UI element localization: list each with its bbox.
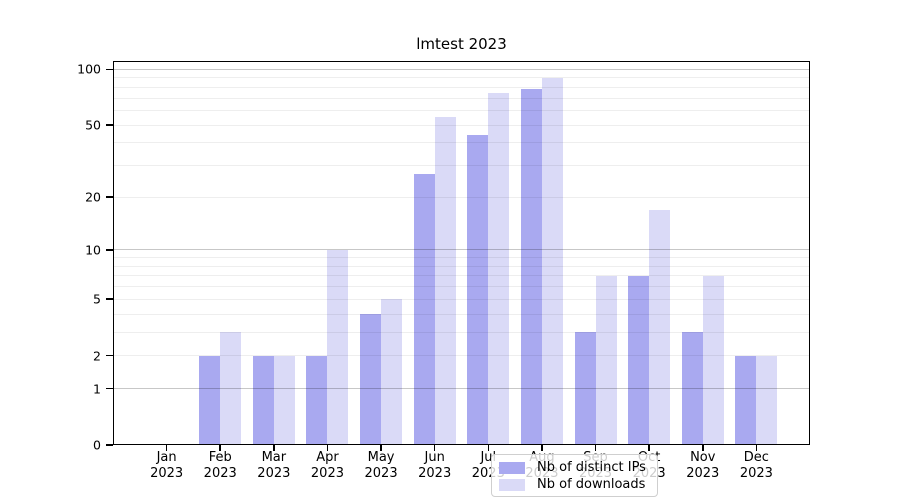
bar-downloads-may	[381, 299, 403, 445]
bar-downloads-jun	[434, 117, 456, 445]
x-tick-mark-jun	[433, 445, 436, 451]
x-tick-mark-sep	[594, 445, 597, 451]
x-tick-mark-aug	[541, 445, 543, 451]
bar-distinct-ips-jul	[467, 135, 489, 445]
y-tick-label-100: 100	[77, 61, 101, 77]
bar-downloads-jul	[488, 92, 510, 445]
x-tick-label-jan: Jan 2023	[150, 450, 184, 481]
x-tick-label-mar: Mar 2023	[257, 450, 291, 481]
bar-distinct-ips-may	[360, 314, 382, 445]
x-tick-mark-mar	[273, 445, 275, 451]
x-tick-label-may: May 2023	[364, 450, 398, 481]
legend-swatch-downloads	[499, 478, 525, 491]
y-axis-labels: 0 1 2 5 10 20 50 100	[0, 61, 101, 452]
y-tick-mark-0	[106, 444, 113, 446]
bar-distinct-ips-oct	[628, 275, 650, 445]
y-tick-mark-5	[106, 298, 113, 300]
bar-downloads-mar	[273, 355, 295, 445]
legend-label-downloads: Nb of downloads	[537, 477, 646, 492]
bar-downloads-aug	[541, 77, 563, 445]
x-tick-label-nov: Nov 2023	[686, 450, 720, 481]
bar-distinct-ips-sep	[574, 332, 596, 445]
x-tick-label-dec: Dec 2023	[739, 450, 773, 481]
x-tick-label-apr: Apr 2023	[310, 450, 344, 481]
y-tick-mark-1	[106, 387, 113, 390]
chart-title: lmtest 2023	[416, 35, 507, 53]
y-tick-mark-20	[106, 196, 113, 198]
plot-area: Nb of distinct IPs Nb of downloads	[113, 61, 810, 497]
y-tick-label-0: 0	[93, 437, 101, 453]
bar-distinct-ips-mar	[252, 355, 274, 445]
y-tick-label-10: 10	[85, 242, 101, 258]
x-tick-mark-may	[380, 445, 382, 451]
bars-layer	[113, 61, 810, 445]
y-tick-mark-2	[106, 354, 113, 357]
legend: Nb of distinct IPs Nb of downloads	[491, 454, 658, 497]
bar-distinct-ips-jun	[413, 173, 435, 445]
bar-distinct-ips-feb	[199, 355, 221, 445]
y-tick-mark-50	[106, 124, 113, 126]
y-tick-label-20: 20	[85, 189, 101, 205]
x-tick-mark-jan	[165, 445, 168, 451]
bar-distinct-ips-apr	[306, 355, 328, 445]
y-tick-mark-100	[106, 68, 113, 71]
bar-downloads-feb	[220, 332, 242, 445]
x-tick-mark-jul	[487, 445, 490, 451]
y-tick-label-2: 2	[93, 348, 101, 364]
x-tick-label-jun: Jun 2023	[418, 450, 452, 481]
x-tick-mark-nov	[702, 445, 704, 451]
bar-distinct-ips-nov	[681, 332, 703, 445]
bar-downloads-dec	[756, 355, 778, 445]
bar-distinct-ips-dec	[735, 355, 757, 445]
legend-swatch-distinct-ips	[499, 461, 525, 474]
y-tick-mark-10	[106, 249, 113, 251]
bar-downloads-sep	[595, 275, 617, 445]
bar-downloads-nov	[702, 275, 724, 445]
legend-label-distinct-ips: Nb of distinct IPs	[537, 460, 646, 475]
y-tick-label-1: 1	[93, 381, 101, 397]
x-tick-mark-oct	[648, 445, 650, 451]
x-tick-mark-apr	[326, 445, 329, 451]
legend-row-downloads: Nb of downloads	[492, 476, 657, 493]
bar-downloads-apr	[327, 249, 349, 445]
x-tick-mark-feb	[219, 445, 221, 451]
y-tick-label-50: 50	[85, 117, 101, 133]
y-tick-label-5: 5	[93, 291, 101, 307]
bar-distinct-ips-aug	[520, 89, 542, 445]
bar-downloads-oct	[649, 209, 671, 445]
x-tick-mark-dec	[755, 445, 758, 451]
legend-row-distinct-ips: Nb of distinct IPs	[492, 459, 657, 476]
x-tick-label-feb: Feb 2023	[203, 450, 237, 481]
